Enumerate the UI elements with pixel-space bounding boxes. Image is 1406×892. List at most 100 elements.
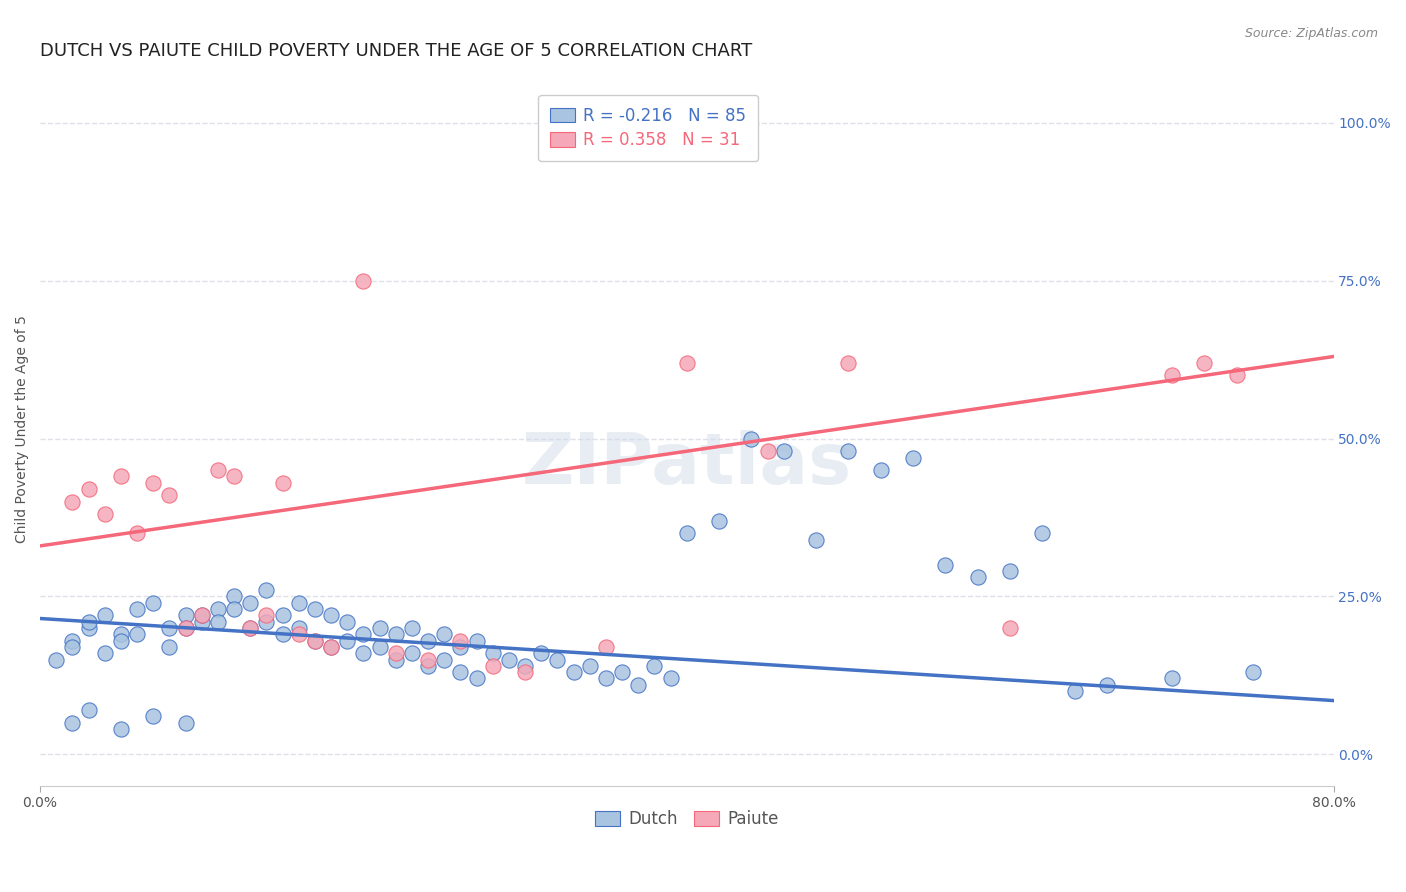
- Dutch: [271, 608, 294, 623]
- Dutch: [562, 665, 585, 680]
- Dutch: [966, 570, 988, 584]
- Paiute: [127, 526, 149, 541]
- Paiute: [481, 658, 503, 673]
- Dutch: [869, 463, 891, 477]
- Dutch: [62, 715, 84, 730]
- Dutch: [740, 432, 762, 446]
- Dutch: [837, 444, 859, 458]
- Dutch: [401, 646, 423, 660]
- Dutch: [481, 646, 503, 660]
- Dutch: [1241, 665, 1264, 680]
- Dutch: [336, 633, 359, 648]
- Paiute: [837, 356, 859, 370]
- Dutch: [353, 627, 375, 641]
- Dutch: [191, 615, 214, 629]
- Dutch: [595, 672, 617, 686]
- Dutch: [239, 596, 262, 610]
- Dutch: [353, 646, 375, 660]
- Dutch: [465, 633, 488, 648]
- Dutch: [368, 621, 391, 635]
- Dutch: [142, 596, 165, 610]
- Dutch: [530, 646, 553, 660]
- Dutch: [224, 590, 246, 604]
- Dutch: [804, 533, 827, 547]
- Dutch: [304, 633, 326, 648]
- Dutch: [498, 652, 520, 666]
- Dutch: [77, 703, 100, 717]
- Dutch: [610, 665, 633, 680]
- Dutch: [578, 658, 600, 673]
- Dutch: [433, 652, 456, 666]
- Dutch: [77, 615, 100, 629]
- Paiute: [142, 475, 165, 490]
- Dutch: [627, 678, 650, 692]
- Paiute: [353, 274, 375, 288]
- Dutch: [465, 672, 488, 686]
- Y-axis label: Child Poverty Under the Age of 5: Child Poverty Under the Age of 5: [15, 315, 30, 543]
- Dutch: [174, 715, 197, 730]
- Dutch: [336, 615, 359, 629]
- Dutch: [207, 615, 229, 629]
- Paiute: [191, 608, 214, 623]
- Dutch: [304, 602, 326, 616]
- Dutch: [288, 596, 311, 610]
- Dutch: [159, 640, 181, 654]
- Dutch: [45, 652, 67, 666]
- Paiute: [77, 482, 100, 496]
- Dutch: [224, 602, 246, 616]
- Dutch: [643, 658, 665, 673]
- Paiute: [998, 621, 1021, 635]
- Paiute: [1192, 356, 1215, 370]
- Dutch: [1095, 678, 1118, 692]
- Paiute: [94, 508, 117, 522]
- Dutch: [110, 627, 132, 641]
- Dutch: [207, 602, 229, 616]
- Paiute: [224, 469, 246, 483]
- Dutch: [77, 621, 100, 635]
- Dutch: [94, 608, 117, 623]
- Paiute: [513, 665, 536, 680]
- Paiute: [62, 494, 84, 508]
- Dutch: [659, 672, 682, 686]
- Dutch: [368, 640, 391, 654]
- Dutch: [191, 608, 214, 623]
- Paiute: [174, 621, 197, 635]
- Dutch: [1063, 684, 1085, 698]
- Dutch: [174, 621, 197, 635]
- Dutch: [321, 640, 343, 654]
- Dutch: [256, 615, 278, 629]
- Dutch: [110, 633, 132, 648]
- Dutch: [433, 627, 456, 641]
- Dutch: [513, 658, 536, 673]
- Paiute: [385, 646, 408, 660]
- Dutch: [239, 621, 262, 635]
- Paiute: [159, 488, 181, 502]
- Paiute: [756, 444, 779, 458]
- Paiute: [288, 627, 311, 641]
- Text: ZIPatlas: ZIPatlas: [522, 430, 852, 500]
- Dutch: [127, 627, 149, 641]
- Dutch: [110, 722, 132, 736]
- Text: DUTCH VS PAIUTE CHILD POVERTY UNDER THE AGE OF 5 CORRELATION CHART: DUTCH VS PAIUTE CHILD POVERTY UNDER THE …: [41, 42, 752, 60]
- Dutch: [174, 608, 197, 623]
- Dutch: [450, 665, 472, 680]
- Paiute: [1160, 368, 1182, 383]
- Dutch: [385, 627, 408, 641]
- Dutch: [159, 621, 181, 635]
- Paiute: [1225, 368, 1247, 383]
- Dutch: [321, 608, 343, 623]
- Dutch: [772, 444, 794, 458]
- Paiute: [256, 608, 278, 623]
- Dutch: [256, 583, 278, 598]
- Paiute: [595, 640, 617, 654]
- Dutch: [288, 621, 311, 635]
- Dutch: [934, 558, 956, 572]
- Paiute: [304, 633, 326, 648]
- Paiute: [207, 463, 229, 477]
- Dutch: [546, 652, 568, 666]
- Dutch: [271, 627, 294, 641]
- Legend: Dutch, Paiute: Dutch, Paiute: [588, 803, 786, 835]
- Dutch: [901, 450, 924, 465]
- Text: Source: ZipAtlas.com: Source: ZipAtlas.com: [1244, 27, 1378, 40]
- Dutch: [62, 640, 84, 654]
